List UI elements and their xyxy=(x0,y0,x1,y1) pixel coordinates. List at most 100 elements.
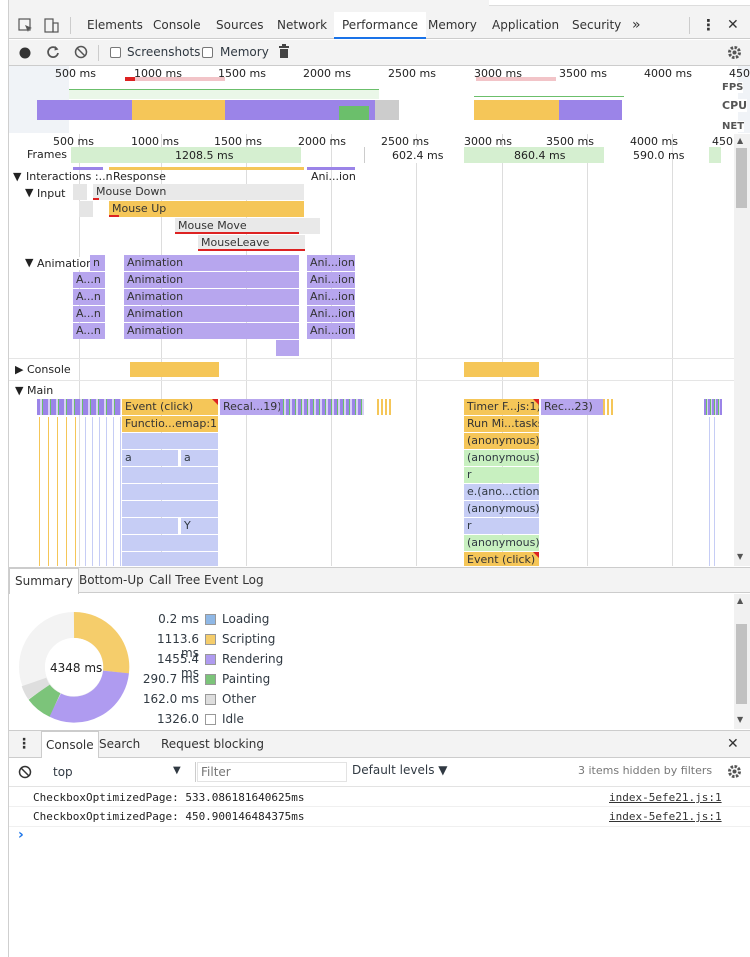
recalc-style-block[interactable]: Recal...19) xyxy=(220,399,280,415)
scroll-down-icon[interactable]: ▼ xyxy=(737,715,744,724)
run-microtasks-block[interactable]: Run Mi...tasks xyxy=(464,416,539,432)
recalc-style-block[interactable]: Rec...23) xyxy=(541,399,603,415)
flame-chart[interactable]: 500 ms 1000 ms 1500 ms 2000 ms 2500 ms 3… xyxy=(9,134,734,566)
animation-block[interactable]: A...n xyxy=(73,306,105,322)
memory-checkbox[interactable] xyxy=(202,47,213,58)
frame-block[interactable] xyxy=(71,147,301,163)
animation-block[interactable]: A...n xyxy=(73,272,105,288)
timeline-overview[interactable]: 500 ms 1000 ms 1500 ms 2000 ms 2500 ms 3… xyxy=(9,66,750,133)
console-filter-input[interactable] xyxy=(197,762,347,782)
drawer-tab-request-blocking[interactable]: Request blocking xyxy=(161,737,264,751)
tab-network[interactable]: Network xyxy=(277,18,328,32)
call-block[interactable]: a xyxy=(122,450,178,466)
drawer-tab-console[interactable]: Console xyxy=(41,731,99,758)
more-tabs-button[interactable]: » xyxy=(632,17,641,33)
context-selector[interactable]: top ▼ xyxy=(42,762,188,782)
animation-block[interactable]: Ani...ion xyxy=(307,306,355,322)
clear-icon[interactable] xyxy=(74,45,88,59)
call-block[interactable] xyxy=(122,501,218,517)
tab-elements[interactable]: Elements xyxy=(87,18,143,32)
call-block[interactable] xyxy=(122,552,218,566)
anonymous-block[interactable]: (anonymous) xyxy=(464,501,539,517)
call-block[interactable] xyxy=(122,535,218,551)
call-block[interactable] xyxy=(122,518,178,534)
drawer-tab-search[interactable]: Search xyxy=(99,737,141,751)
timer-fired-block[interactable]: Timer F...js:1) xyxy=(464,399,539,415)
gear-icon[interactable] xyxy=(726,44,743,61)
drawer-close-icon[interactable]: ✕ xyxy=(727,736,739,752)
interactions-toggle[interactable]: ▼ xyxy=(13,170,22,183)
anonymous-block[interactable]: (anonymous) xyxy=(464,535,539,551)
console-toggle[interactable]: ▶ xyxy=(15,363,24,376)
animation-block[interactable]: Animation xyxy=(124,323,299,339)
tab-performance[interactable]: Performance xyxy=(334,12,427,39)
call-block[interactable]: Y xyxy=(181,518,218,534)
summary-scrollbar[interactable]: ▲ ▼ xyxy=(734,594,750,729)
animation-block[interactable]: Ani...ion xyxy=(307,255,355,271)
device-toolbar-icon[interactable] xyxy=(43,17,59,35)
function-call-block[interactable]: Functio...emap:1) xyxy=(122,416,218,432)
console-input[interactable] xyxy=(33,829,733,845)
scroll-thumb[interactable] xyxy=(736,148,747,208)
event-click-block[interactable]: Event (click) xyxy=(122,399,218,415)
frame-block[interactable] xyxy=(709,147,721,163)
trash-icon[interactable] xyxy=(278,44,290,59)
call-block[interactable] xyxy=(122,433,218,449)
inspect-element-icon[interactable] xyxy=(18,18,34,34)
record-icon[interactable] xyxy=(18,46,32,60)
animation-block[interactable]: Animation xyxy=(124,289,299,305)
anonymous-block[interactable]: (anonymous) xyxy=(464,450,539,466)
animation-block[interactable]: Ani...ion xyxy=(307,323,355,339)
tab-sources[interactable]: Sources xyxy=(216,18,264,32)
input-toggle[interactable]: ▼ xyxy=(25,186,34,199)
mouse-leave-block[interactable]: MouseLeave xyxy=(198,235,305,251)
console-source-link[interactable]: index-5efe21.js:1 xyxy=(609,791,722,804)
e-anonymous-block[interactable]: e.(ano...ction) xyxy=(464,484,539,500)
frame-block[interactable] xyxy=(364,147,449,163)
animation-block[interactable]: Ani...ion xyxy=(307,272,355,288)
console-time-block[interactable] xyxy=(130,362,219,377)
log-levels-dropdown[interactable]: Default levels ▼ xyxy=(352,763,448,777)
console-time-block[interactable] xyxy=(464,362,539,377)
call-block[interactable] xyxy=(122,484,218,500)
scroll-up-icon[interactable]: ▲ xyxy=(737,596,744,605)
tab-bottom-up[interactable]: Bottom-Up xyxy=(79,573,144,587)
frame-block[interactable] xyxy=(464,147,604,163)
animation-block[interactable]: n xyxy=(90,255,105,271)
close-icon[interactable]: ✕ xyxy=(727,17,739,33)
animation-block[interactable]: Animation xyxy=(124,272,299,288)
main-toggle[interactable]: ▼ xyxy=(15,384,24,397)
animation-block[interactable]: Ani...ion xyxy=(307,289,355,305)
call-block[interactable]: a xyxy=(181,450,218,466)
event-click-block[interactable]: Event (click) xyxy=(464,552,539,566)
scroll-thumb[interactable] xyxy=(736,624,747,704)
tab-console[interactable]: Console xyxy=(153,18,201,32)
mouse-up-block[interactable]: Mouse Up xyxy=(109,201,304,217)
clear-console-icon[interactable] xyxy=(18,765,32,779)
tab-security[interactable]: Security xyxy=(572,18,622,32)
scroll-down-icon[interactable]: ▼ xyxy=(737,552,744,561)
tab-event-log[interactable]: Event Log xyxy=(204,573,264,587)
mouse-move-block[interactable]: Mouse Move xyxy=(175,218,320,234)
tab-call-tree[interactable]: Call Tree xyxy=(149,573,201,587)
console-source-link[interactable]: index-5efe21.js:1 xyxy=(609,810,722,823)
screenshots-checkbox[interactable] xyxy=(110,47,121,58)
r-block[interactable]: r xyxy=(464,518,539,534)
drawer-menu-icon[interactable]: ⋮ xyxy=(17,736,31,752)
menu-icon[interactable]: ⋮ xyxy=(701,16,716,34)
tab-application[interactable]: Application xyxy=(492,18,560,32)
anonymous-block[interactable]: (anonymous) xyxy=(464,433,539,449)
console-settings-icon[interactable] xyxy=(726,763,743,780)
animation-block[interactable]: Animation xyxy=(124,255,299,271)
mouse-down-block[interactable]: Mouse Down xyxy=(93,184,304,200)
animation-block[interactable]: Animation xyxy=(124,306,299,322)
tab-summary[interactable]: Summary xyxy=(9,568,79,594)
r-block[interactable]: r xyxy=(464,467,539,483)
animation-block[interactable] xyxy=(276,340,299,356)
call-block[interactable] xyxy=(122,467,218,483)
animation-block[interactable]: A...n xyxy=(73,289,105,305)
animation-toggle[interactable]: ▼ xyxy=(25,256,34,269)
scroll-up-icon[interactable]: ▲ xyxy=(737,136,744,145)
reload-icon[interactable] xyxy=(46,45,60,59)
tab-memory[interactable]: Memory xyxy=(428,18,477,32)
